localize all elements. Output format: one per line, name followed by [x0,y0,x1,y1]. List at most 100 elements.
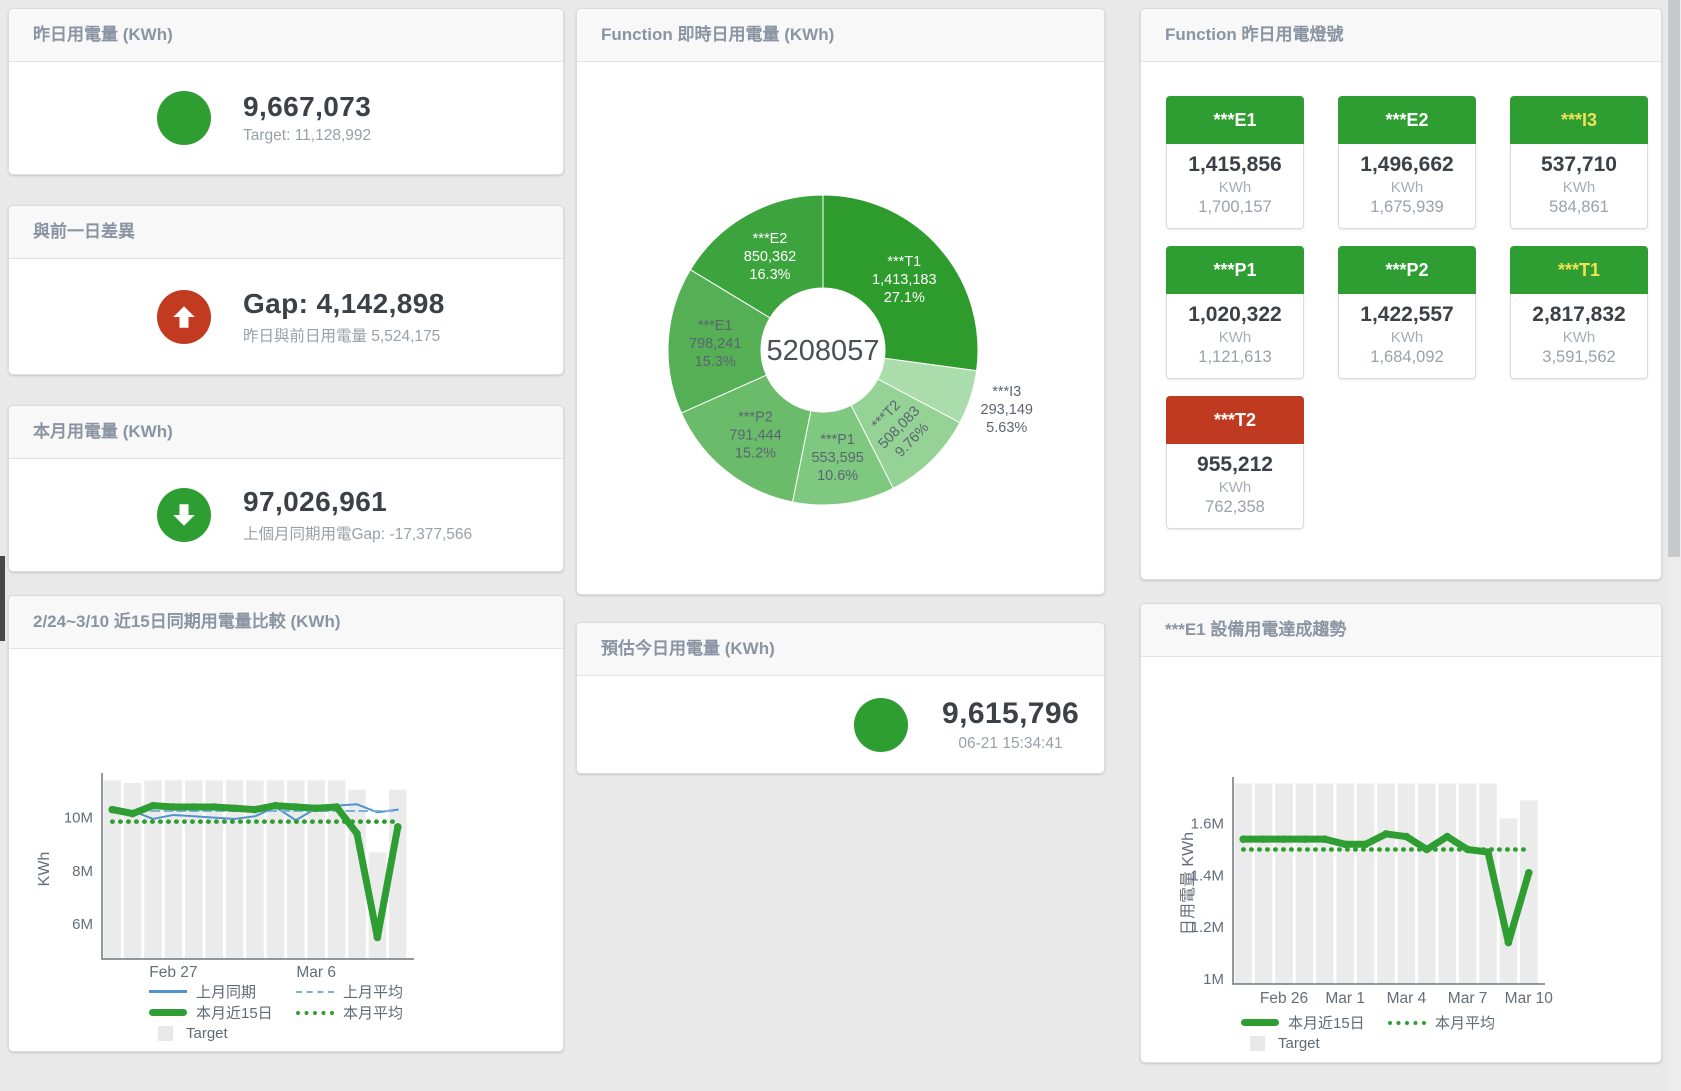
legend-item-本月近15日[interactable]: 本月近15日 [1241,1012,1388,1033]
day-gap-value: Gap: 4,142,898 [243,287,445,319]
legend-item-Target[interactable]: Target [149,1025,296,1042]
data-point[interactable] [292,803,300,811]
pie-label-***I3: ***I3 293,149 5.63% [981,384,1033,436]
data-point[interactable] [1402,832,1411,841]
pie-slice-***E2[interactable] [689,194,824,319]
tile-target: 1,700,157 [1198,198,1272,216]
data-point[interactable] [108,805,116,814]
tile-target: 3,591,562 [1542,348,1616,366]
data-point[interactable] [332,803,341,811]
data-point[interactable] [394,823,402,831]
compare-line-chart[interactable]: 6M 8M 10M KWh Feb 27 Mar 6 [9,596,563,1051]
legend-item-上月同期[interactable]: 上月同期 [149,981,296,1002]
y-tick: 6M [72,916,93,933]
pie-center-total: 5208057 [767,335,880,367]
down-arrow-icon [157,488,211,542]
target-bar [1499,818,1518,984]
data-point[interactable] [251,805,259,814]
tile-target: 762,358 [1205,498,1265,516]
data-point[interactable] [1504,938,1513,947]
scrollbar-thumb[interactable] [1668,0,1680,557]
card-lights-title: Function 昨日用電燈號 [1141,9,1661,62]
card-status-lights: Function 昨日用電燈號 ***E1 1,415,856 KWh 1,700,1… [1140,8,1662,580]
data-point[interactable] [149,801,157,810]
data-point[interactable] [1259,835,1268,843]
tile-name: ***T1 [1510,246,1648,294]
target-bar [144,780,162,959]
pie-slice-***E1[interactable] [667,268,771,414]
scrollbar-track[interactable] [1667,0,1681,1091]
e1-trend-line-chart-legend: 本月近15日 本月平均 Target [1241,1012,1535,1054]
today-value: 9,615,796 [942,696,1080,730]
card-realtime-pie: Function 即時日用電量 (KWh) ***T1 1,413,183 27.1… [576,8,1105,595]
x-tick: Mar 4 [1387,990,1427,1007]
status-light-tile: ***T1 2,817,832 KWh 3,591,562 [1510,246,1648,379]
status-light-tile: ***P1 1,020,322 KWh 1,121,613 [1166,246,1304,379]
y-tick: 1.4M [1191,867,1224,884]
tile-target: 584,861 [1549,198,1609,216]
legend-swatch [149,1009,187,1016]
target-bar [1275,783,1293,984]
tile-unit: KWh [1218,179,1252,196]
pie-slice-***P2[interactable] [680,374,812,503]
status-light-tile: ***P2 1,422,557 KWh 1,684,092 [1338,246,1476,379]
card-yesterday-usage: 昨日用電量 (KWh) 9,667,073 Target: 11,128,992 [8,8,564,175]
legend-swatch [296,990,334,993]
x-tick: Mar 6 [296,964,336,981]
legend-label: Target [1278,1035,1320,1052]
data-point[interactable] [169,803,178,811]
realtime-pie-chart[interactable]: ***T1 1,413,183 27.1%***I3 293,149 5.63%***T… [577,9,1104,594]
data-point[interactable] [1361,840,1370,849]
target-bar [1418,783,1436,984]
legend-item-本月平均[interactable]: 本月平均 [296,1002,443,1023]
data-point[interactable] [1443,832,1451,841]
data-point[interactable] [353,829,361,838]
target-bar [246,780,264,959]
legend-label: Target [186,1025,228,1042]
data-point[interactable] [1525,868,1533,877]
data-point[interactable] [230,804,239,813]
data-point[interactable] [312,804,321,813]
card-day-gap-title: 與前一日差異 [9,206,563,259]
yesterday-target: Target: 11,128,992 [243,127,372,144]
up-arrow-icon [157,289,211,344]
data-point[interactable] [1300,835,1309,843]
data-point[interactable] [128,809,137,818]
data-point[interactable] [1382,830,1390,838]
card-pie-title: Function 即時日用電量 (KWh) [577,9,1104,62]
data-point[interactable] [190,803,198,811]
legend-item-Target[interactable]: Target [1241,1035,1388,1052]
tile-value: 955,212 [1197,453,1273,476]
target-bar [225,780,244,959]
data-point[interactable] [1280,835,1288,843]
tile-body: 2,817,832 KWh 3,591,562 [1510,294,1648,379]
legend-item-本月近15日[interactable]: 本月近15日 [149,1002,296,1023]
y-tick: 1M [1203,971,1224,988]
legend-item-本月平均[interactable]: 本月平均 [1388,1012,1535,1033]
card-compare-title: 2/24~3/10 近15日同期用電量比較 (KWh) [9,596,563,649]
data-point[interactable] [210,803,218,811]
tile-body: 1,496,662 KWh 1,675,939 [1338,144,1476,229]
status-light-tile: ***T2 955,212 KWh 762,358 [1166,396,1304,529]
card-day-gap: 與前一日差異 Gap: 4,142,898 昨日與前日用電量 5,524,175 [8,205,564,375]
legend-item-上月平均[interactable]: 上月平均 [296,981,443,1002]
tile-value: 2,817,832 [1532,303,1626,326]
pie-slice-***T1[interactable] [822,194,979,372]
data-point[interactable] [1321,835,1329,843]
data-point[interactable] [373,933,382,942]
data-point[interactable] [271,801,280,810]
month-gap-sub: 上個月同期用電Gap: -17,377,566 [243,526,473,543]
pie-label-***E1: ***E1 798,241 15.3% [689,318,741,370]
y-axis-title: KWh [36,852,53,887]
day-gap-sub: 昨日與前日用電量 5,524,175 [243,327,441,345]
legend-label: 上月同期 [196,984,257,1001]
data-point[interactable] [1239,835,1247,843]
tile-body: 1,020,322 KWh 1,121,613 [1166,294,1304,379]
pie-label-***E2: ***E2 850,362 16.3% [744,231,796,283]
data-point[interactable] [1341,840,1349,849]
tile-value: 1,496,662 [1360,153,1454,176]
tile-unit: KWh [1390,179,1424,196]
legend-swatch [1388,1020,1426,1025]
card-trend-title: ***E1 設備用電達成趨勢 [1141,604,1661,657]
